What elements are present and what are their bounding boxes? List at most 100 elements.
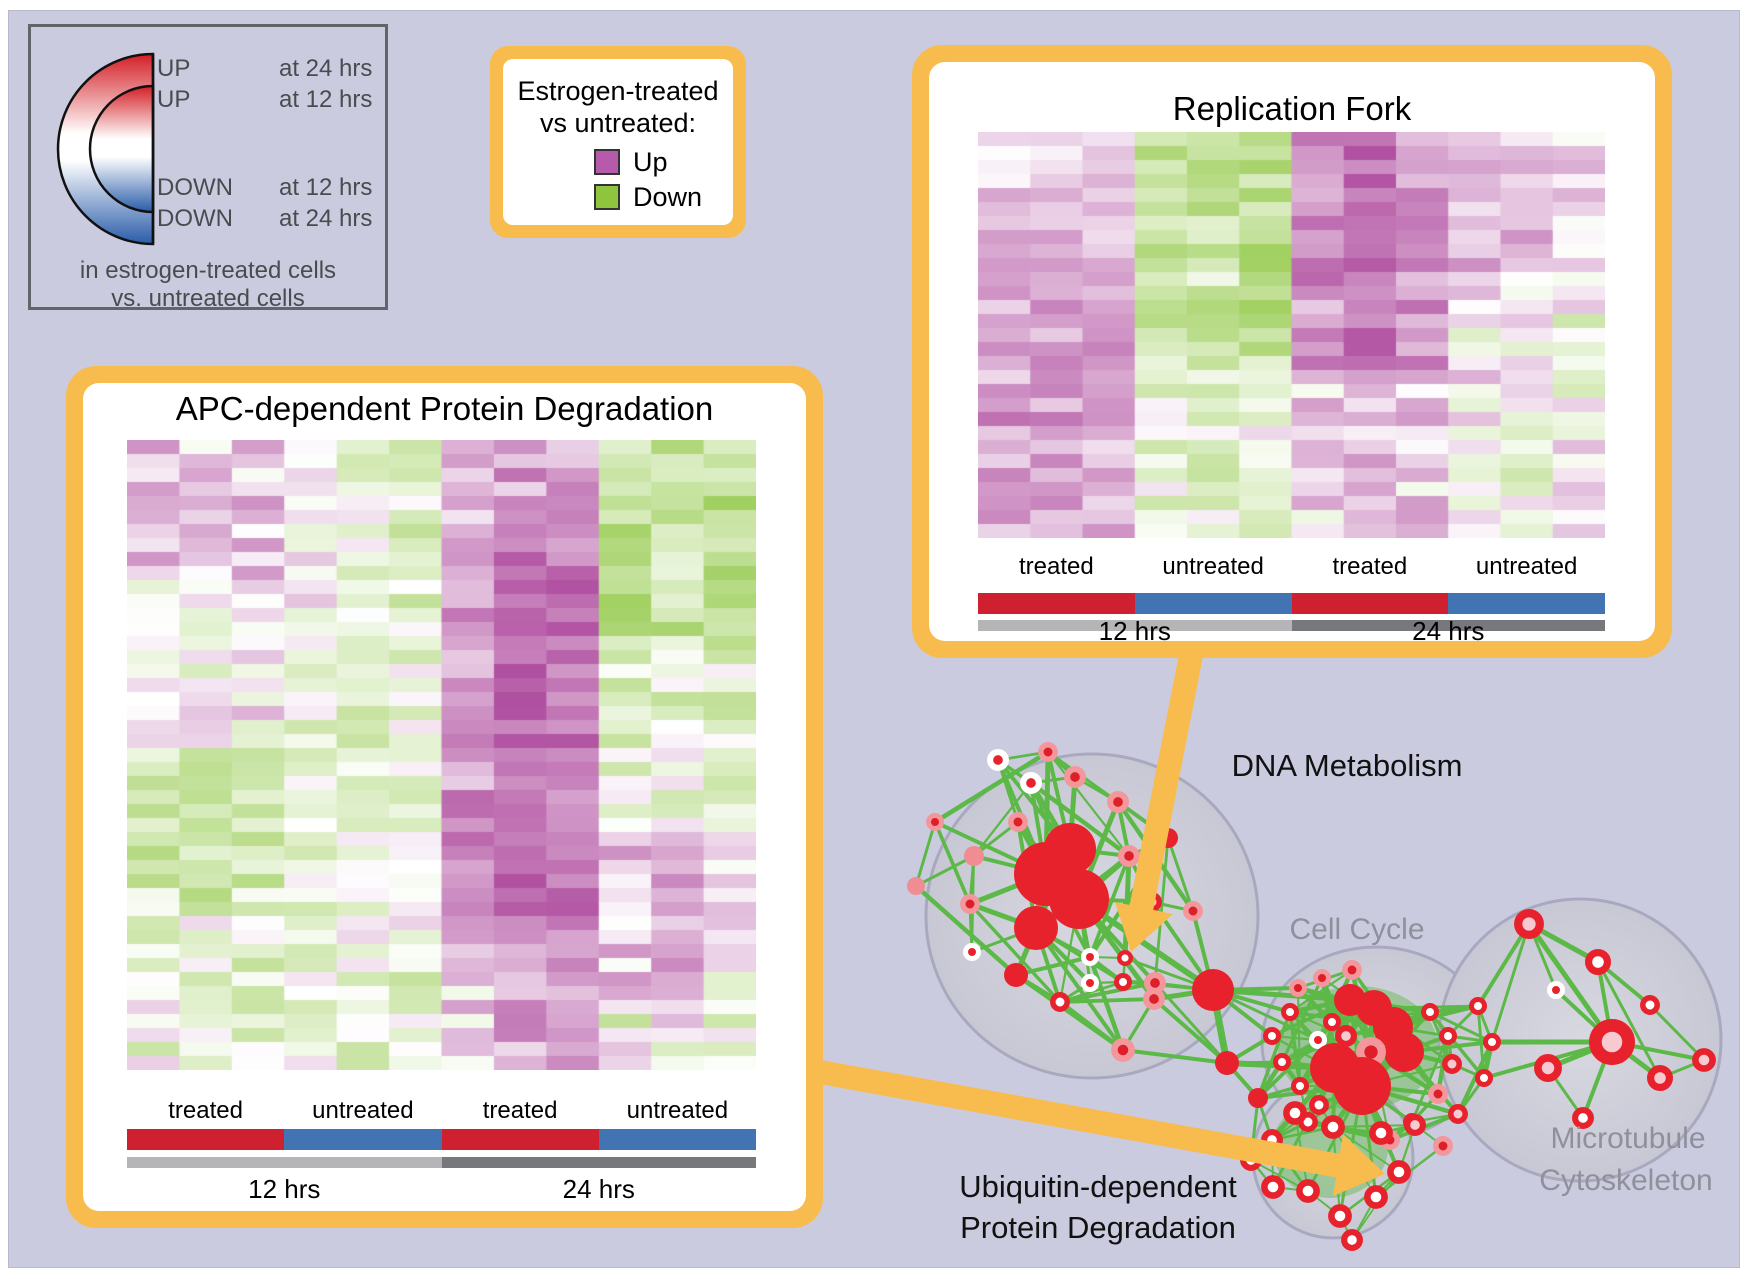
- updown-direction-label: DOWN: [157, 205, 233, 232]
- sample-group-label: treated: [482, 1097, 558, 1124]
- timepoint-label: 12 hrs: [1098, 616, 1171, 646]
- gene-node-ring: [1640, 995, 1660, 1015]
- gene-node-red: [1215, 1051, 1239, 1075]
- gene-node-rws: [963, 943, 981, 961]
- updown-caption-line2: vs. untreated cells: [111, 285, 305, 312]
- legend-color-swatch: [594, 149, 620, 175]
- gene-node-srm: [960, 894, 980, 914]
- gene-node-rws: [1081, 974, 1099, 992]
- gene-node-rpk: [1646, 1064, 1673, 1091]
- sample-group-bar: [1291, 593, 1449, 614]
- sample-group-label: untreated: [626, 1097, 729, 1124]
- sample-group-bar: [441, 1129, 599, 1150]
- gene-node-ring: [1341, 1229, 1363, 1251]
- gene-node-ring: [1439, 1027, 1457, 1045]
- gene-node-rpk: [1448, 1104, 1468, 1124]
- updown-time-label: at 24 hrs: [279, 205, 373, 232]
- gene-node-ring: [1572, 1107, 1594, 1129]
- gene-node-red: [1248, 1088, 1268, 1108]
- gene-node-rpk: [1442, 1054, 1462, 1074]
- gene-node-red: [1004, 963, 1028, 987]
- gene-node-srm: [1008, 812, 1028, 832]
- gene-node-ring: [1291, 1077, 1309, 1095]
- gene-node-rpk: [1589, 1019, 1635, 1065]
- gene-node-rws: [1309, 1031, 1327, 1049]
- gene-node-ring: [1483, 1033, 1501, 1051]
- gene-node-srm: [1144, 972, 1166, 994]
- timepoint-label: 12 hrs: [248, 1174, 321, 1204]
- gene-node-ring: [1263, 1027, 1281, 1045]
- gene-node-srm: [1064, 766, 1086, 788]
- gene-node-ring: [1296, 1179, 1320, 1203]
- gene-node-srm: [1107, 791, 1129, 813]
- gene-node-ring: [1273, 1053, 1291, 1071]
- timepoint-bar: [127, 1157, 442, 1168]
- gene-node-ring: [1321, 1115, 1345, 1139]
- timepoint-bar: [1291, 620, 1605, 631]
- gene-node-srm: [926, 813, 944, 831]
- gene-node-ring: [1584, 948, 1611, 975]
- cluster-label: Ubiquitin-dependent: [959, 1169, 1237, 1204]
- cluster-label: Protein Degradation: [960, 1210, 1236, 1245]
- annotation-arrow-shaft-0: [1128, 647, 1204, 918]
- updown-direction-label: DOWN: [157, 174, 233, 201]
- gene-node-ring: [1309, 1095, 1329, 1115]
- sample-group-bar: [598, 1129, 756, 1150]
- updown-direction-label: UP: [157, 55, 191, 82]
- gene-node-ring: [1281, 1003, 1299, 1021]
- timepoint-label: 24 hrs: [562, 1174, 635, 1204]
- gene-node-srm: [1111, 1038, 1135, 1062]
- gene-node-rpk: [1692, 1048, 1716, 1072]
- updown-time-label: at 12 hrs: [279, 174, 373, 201]
- gene-node-srm: [1342, 960, 1362, 980]
- gene-node-ring: [1050, 992, 1070, 1012]
- updown-caption-line1: in estrogen-treated cells: [79, 257, 337, 284]
- inner-ring-left: [88, 84, 155, 214]
- legend-color-swatch: [594, 184, 620, 210]
- updown-time-label: at 12 hrs: [279, 86, 373, 113]
- timepoint-bar: [441, 1157, 756, 1168]
- sample-group-label: treated: [1332, 553, 1408, 580]
- sample-group-label: treated: [168, 1097, 243, 1124]
- updown-direction-label: UP: [157, 86, 191, 113]
- cluster-label: Cell Cycle: [1289, 913, 1424, 946]
- sample-group-bar: [1448, 593, 1605, 614]
- gene-node-rpk: [1534, 1054, 1562, 1082]
- gene-node-ring: [1364, 1185, 1388, 1209]
- gene-node-srm: [1183, 901, 1203, 921]
- gene-node-srm: [1289, 979, 1307, 997]
- gene-node-ring: [1421, 1003, 1439, 1021]
- sample-group-label: untreated: [1475, 553, 1578, 580]
- gene-node-red: [1384, 1032, 1424, 1072]
- gene-node-rpk: [1404, 1114, 1426, 1136]
- gene-node-ring: [1387, 1160, 1411, 1184]
- gene-node-srm: [1313, 969, 1331, 987]
- gene-node-rpk: [1335, 1025, 1357, 1047]
- estrogen-legend-item: Up: [594, 146, 668, 177]
- gene-node-ring: [1114, 973, 1132, 991]
- gene-node-ring: [1469, 997, 1487, 1015]
- timepoint-label: 24 hrs: [1412, 616, 1485, 646]
- replication-fork-heatmap: [978, 132, 1605, 538]
- cluster-label: Microtubule: [1550, 1122, 1705, 1155]
- legend-item-label: Up: [633, 146, 668, 177]
- updown-gradient-circle: [56, 52, 155, 246]
- updown-legend-box: in estrogen-treated cells vs. untreated …: [28, 24, 388, 312]
- estrogen-legend-title-line2: vs untreated:: [539, 108, 697, 138]
- apc-panel-title: APC-dependent Protein Degradation: [175, 390, 714, 427]
- gene-node-pnk: [907, 877, 925, 895]
- annotation-arrow-shaft-1: [817, 1060, 1343, 1178]
- gene-node-rpk: [1514, 909, 1544, 939]
- timepoint-bar: [978, 620, 1292, 631]
- annotation-arrow-head-0: [1115, 902, 1173, 952]
- apc-panel: APC-dependent Protein Degradation treate…: [66, 366, 823, 1228]
- gene-node-red: [1049, 869, 1109, 929]
- gene-node-red: [1192, 969, 1234, 1011]
- gene-node-srm: [1433, 1136, 1453, 1156]
- gene-node-srm: [1038, 742, 1058, 762]
- estrogen-legend-item: Down: [594, 182, 702, 212]
- gene-node-red: [1014, 906, 1058, 950]
- gene-node-srm: [1118, 845, 1140, 867]
- cluster-label: DNA Metabolism: [1232, 748, 1463, 783]
